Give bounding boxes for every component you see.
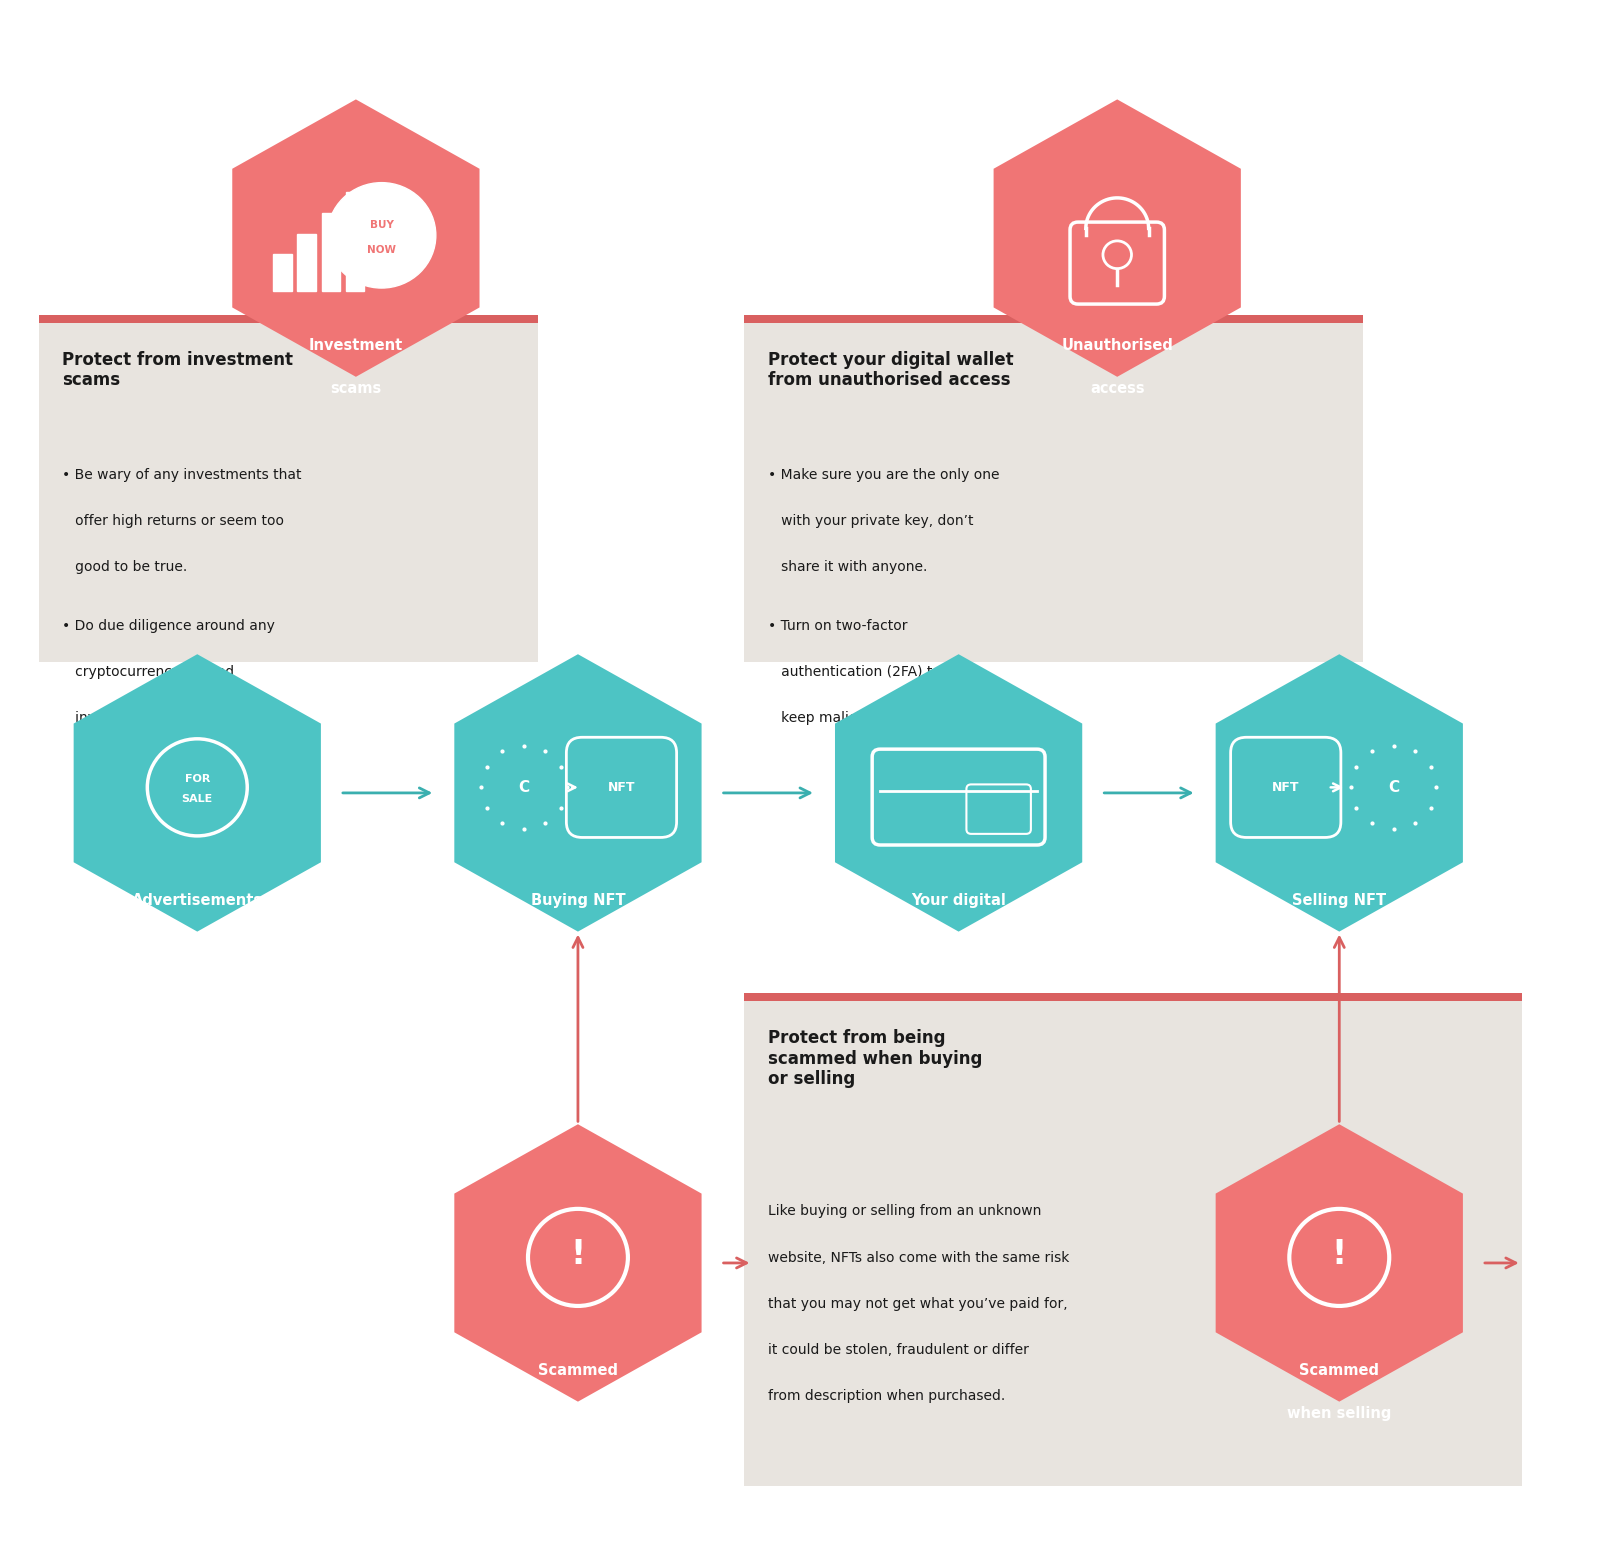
Text: keep malicious actors out.¹: keep malicious actors out.¹ bbox=[768, 711, 970, 725]
Text: Scammed: Scammed bbox=[538, 1362, 618, 1378]
Text: Like buying or selling from an unknown: Like buying or selling from an unknown bbox=[768, 1205, 1042, 1219]
Text: when buying: when buying bbox=[525, 1406, 630, 1421]
Text: BUY: BUY bbox=[370, 219, 394, 230]
Text: NOW: NOW bbox=[366, 246, 397, 255]
Bar bbox=[298, 233, 315, 291]
Polygon shape bbox=[1216, 655, 1462, 931]
Text: wallet: wallet bbox=[933, 936, 984, 952]
Bar bbox=[274, 255, 291, 291]
Text: it could be stolen, fraudulent or differ: it could be stolen, fraudulent or differ bbox=[768, 1344, 1029, 1358]
Text: • Turn on two-factor: • Turn on two-factor bbox=[768, 619, 907, 633]
Text: offer high returns or seem too: offer high returns or seem too bbox=[62, 515, 285, 529]
Polygon shape bbox=[835, 655, 1082, 931]
Polygon shape bbox=[994, 100, 1242, 376]
Text: SALE: SALE bbox=[182, 795, 213, 804]
Text: Investment: Investment bbox=[309, 337, 403, 353]
Text: good to be true.: good to be true. bbox=[62, 560, 187, 574]
Text: when selling: when selling bbox=[1286, 1406, 1392, 1421]
Text: with your private key, don’t: with your private key, don’t bbox=[768, 515, 974, 529]
Text: !: ! bbox=[570, 1238, 586, 1272]
Text: Scammed: Scammed bbox=[1299, 1362, 1379, 1378]
Bar bbox=[346, 191, 365, 291]
FancyBboxPatch shape bbox=[744, 316, 1363, 662]
Bar bbox=[322, 213, 341, 291]
Polygon shape bbox=[454, 655, 701, 931]
Polygon shape bbox=[1216, 1124, 1462, 1401]
Polygon shape bbox=[232, 100, 480, 376]
Text: • Be wary of any investments that: • Be wary of any investments that bbox=[62, 468, 302, 482]
Text: Protect your digital wallet
from unauthorised access: Protect your digital wallet from unautho… bbox=[768, 350, 1014, 389]
Text: !: ! bbox=[1331, 1238, 1347, 1272]
Text: scams: scams bbox=[330, 381, 381, 397]
Text: Protect from being
scammed when buying
or selling: Protect from being scammed when buying o… bbox=[768, 1029, 982, 1088]
Text: from description when purchased.: from description when purchased. bbox=[768, 1389, 1005, 1403]
Text: access: access bbox=[1090, 381, 1144, 397]
FancyBboxPatch shape bbox=[38, 316, 538, 662]
Text: investments.: investments. bbox=[62, 711, 165, 725]
Text: website, NFTs also come with the same risk: website, NFTs also come with the same ri… bbox=[768, 1250, 1070, 1264]
Text: authentication (2FA) to help: authentication (2FA) to help bbox=[768, 666, 976, 680]
Text: Unauthorised: Unauthorised bbox=[1061, 337, 1173, 353]
Text: FOR: FOR bbox=[184, 774, 210, 784]
Text: • Make sure you are the only one: • Make sure you are the only one bbox=[768, 468, 1000, 482]
Text: NFT: NFT bbox=[608, 781, 635, 795]
Text: Selling NFT: Selling NFT bbox=[1293, 893, 1386, 908]
Polygon shape bbox=[74, 655, 322, 931]
Text: share it with anyone.: share it with anyone. bbox=[768, 560, 928, 574]
FancyBboxPatch shape bbox=[744, 316, 1363, 323]
Text: Your digital: Your digital bbox=[910, 893, 1006, 908]
Text: and promotions: and promotions bbox=[133, 936, 262, 952]
Text: • Do due diligence around any: • Do due diligence around any bbox=[62, 619, 275, 633]
Text: Protect from investment
scams: Protect from investment scams bbox=[62, 350, 293, 389]
Text: C: C bbox=[518, 781, 530, 795]
Polygon shape bbox=[454, 1124, 701, 1401]
FancyBboxPatch shape bbox=[744, 994, 1522, 1001]
Text: that you may not get what you’ve paid for,: that you may not get what you’ve paid fo… bbox=[768, 1297, 1067, 1311]
Circle shape bbox=[328, 182, 435, 288]
FancyBboxPatch shape bbox=[38, 316, 538, 323]
FancyBboxPatch shape bbox=[744, 994, 1522, 1487]
Text: Buying NFT: Buying NFT bbox=[531, 893, 626, 908]
Text: NFT: NFT bbox=[1272, 781, 1299, 795]
Text: C: C bbox=[1387, 781, 1398, 795]
Text: cryptocurrency-related: cryptocurrency-related bbox=[62, 666, 235, 680]
Text: Advertisements: Advertisements bbox=[131, 893, 262, 908]
